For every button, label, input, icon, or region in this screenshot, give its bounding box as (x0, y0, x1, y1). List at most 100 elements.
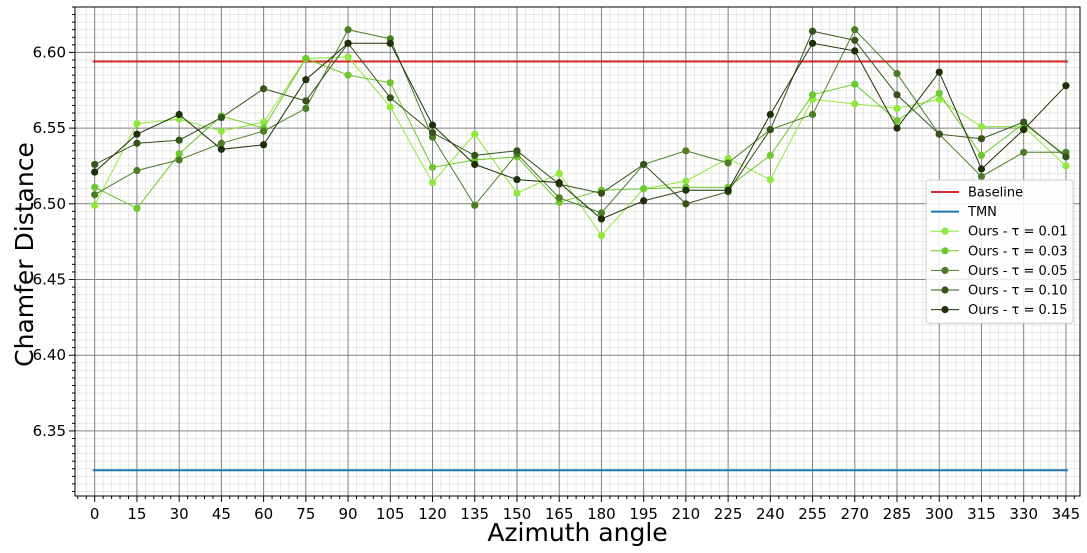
reference-lines (92, 60, 1068, 472)
series-point (977, 172, 986, 181)
y-tick-label: 6.55 (33, 119, 66, 137)
series-point (935, 130, 943, 138)
legend-item: Baseline (931, 186, 1023, 201)
x-tick-label: 210 (672, 505, 701, 523)
series-point (428, 163, 437, 172)
x-tick-label: 0 (90, 505, 100, 523)
series-point (344, 71, 352, 79)
legend-marker (941, 247, 949, 255)
series-point (260, 127, 268, 135)
series-point (175, 136, 183, 144)
series-point (555, 169, 563, 178)
series-point (471, 151, 479, 159)
series-point (471, 201, 479, 209)
series-point (851, 36, 859, 44)
series-point (766, 175, 774, 184)
series-point (260, 118, 268, 126)
series-point (640, 160, 648, 169)
series-point (1020, 118, 1028, 126)
series-point (260, 141, 268, 149)
x-tick-label: 300 (925, 505, 954, 523)
series-point (1020, 126, 1028, 134)
legend-marker (941, 306, 949, 314)
legend-box (925, 179, 1074, 324)
series-line (94, 30, 1067, 205)
series-point (175, 150, 183, 158)
series-line (94, 28, 1066, 214)
series-line (94, 56, 1067, 237)
series-point (977, 135, 986, 143)
series-point (1062, 82, 1070, 90)
y-tick-label: 6.45 (33, 271, 66, 289)
legend-label: Ours - τ = 0.15 (968, 303, 1067, 318)
series-line (94, 57, 1067, 210)
x-tick-label: 225 (714, 505, 743, 523)
series-point (935, 95, 943, 103)
series-point (893, 116, 901, 125)
series-point (724, 186, 732, 194)
series-point (513, 147, 521, 155)
x-tick-label: 330 (1009, 505, 1038, 523)
series-point (91, 201, 99, 209)
x-tick-label: 75 (296, 505, 315, 523)
series-point (428, 121, 437, 129)
y-tick-label: 6.60 (33, 43, 66, 61)
x-tick-label: 150 (503, 505, 532, 523)
series-point (302, 54, 310, 63)
series-point (808, 91, 817, 99)
x-tick-label: 30 (170, 505, 189, 523)
series-point (893, 70, 901, 78)
series-point (217, 127, 225, 135)
series-point (597, 209, 606, 217)
x-tick-label: 15 (127, 505, 146, 523)
series-point (91, 168, 99, 176)
legend-marker (941, 286, 949, 294)
series-point (893, 104, 901, 113)
x-tick-label: 135 (460, 505, 489, 523)
y-tick-label: 6.50 (33, 195, 66, 213)
series-point (640, 197, 648, 205)
series-point (1020, 148, 1028, 156)
grid (75, 6, 1080, 496)
series-point (386, 94, 394, 102)
series-point (344, 39, 352, 47)
legend-item: TMN (931, 205, 997, 220)
x-tick-label: 180 (587, 505, 616, 523)
legend-label: Ours - τ = 0.10 (968, 284, 1067, 299)
axis-ticks: 0 15 30 45 60 75 90 105 120 135 150 165 180 195 210 225… (33, 6, 1080, 523)
x-tick-label: 45 (212, 505, 231, 523)
series-point (851, 100, 859, 108)
series-point (471, 160, 479, 169)
legend-item: Ours - τ = 0.15 (931, 303, 1067, 318)
series-point (133, 166, 141, 175)
series-point (893, 91, 901, 99)
legend-item: Ours - τ = 0.01 (931, 225, 1067, 240)
series-layer (91, 26, 1070, 240)
series-3 (91, 26, 1070, 217)
legend-item: Ours - τ = 0.10 (931, 284, 1067, 299)
x-axis-label: Azimuth angle (487, 518, 667, 547)
series-point (935, 68, 943, 76)
series-point (428, 129, 437, 137)
series-point (302, 76, 310, 84)
series-point (977, 165, 986, 173)
series-point (851, 80, 859, 88)
legend-label: Ours - τ = 0.03 (968, 244, 1067, 259)
series-point (175, 156, 183, 164)
series-point (1062, 153, 1070, 161)
series-point (302, 104, 310, 113)
series-point (766, 110, 774, 119)
x-tick-label: 270 (840, 505, 869, 523)
series-point (808, 110, 817, 119)
series-point (217, 139, 225, 147)
series-point (766, 126, 774, 134)
series-point (91, 160, 99, 169)
x-tick-label: 255 (798, 505, 827, 523)
series-point (1062, 162, 1070, 170)
series-point (977, 123, 986, 131)
series-point (217, 145, 225, 153)
series-point (977, 151, 986, 159)
legend-item: Ours - τ = 0.05 (931, 264, 1067, 279)
legend-label: Ours - τ = 0.05 (968, 264, 1067, 279)
